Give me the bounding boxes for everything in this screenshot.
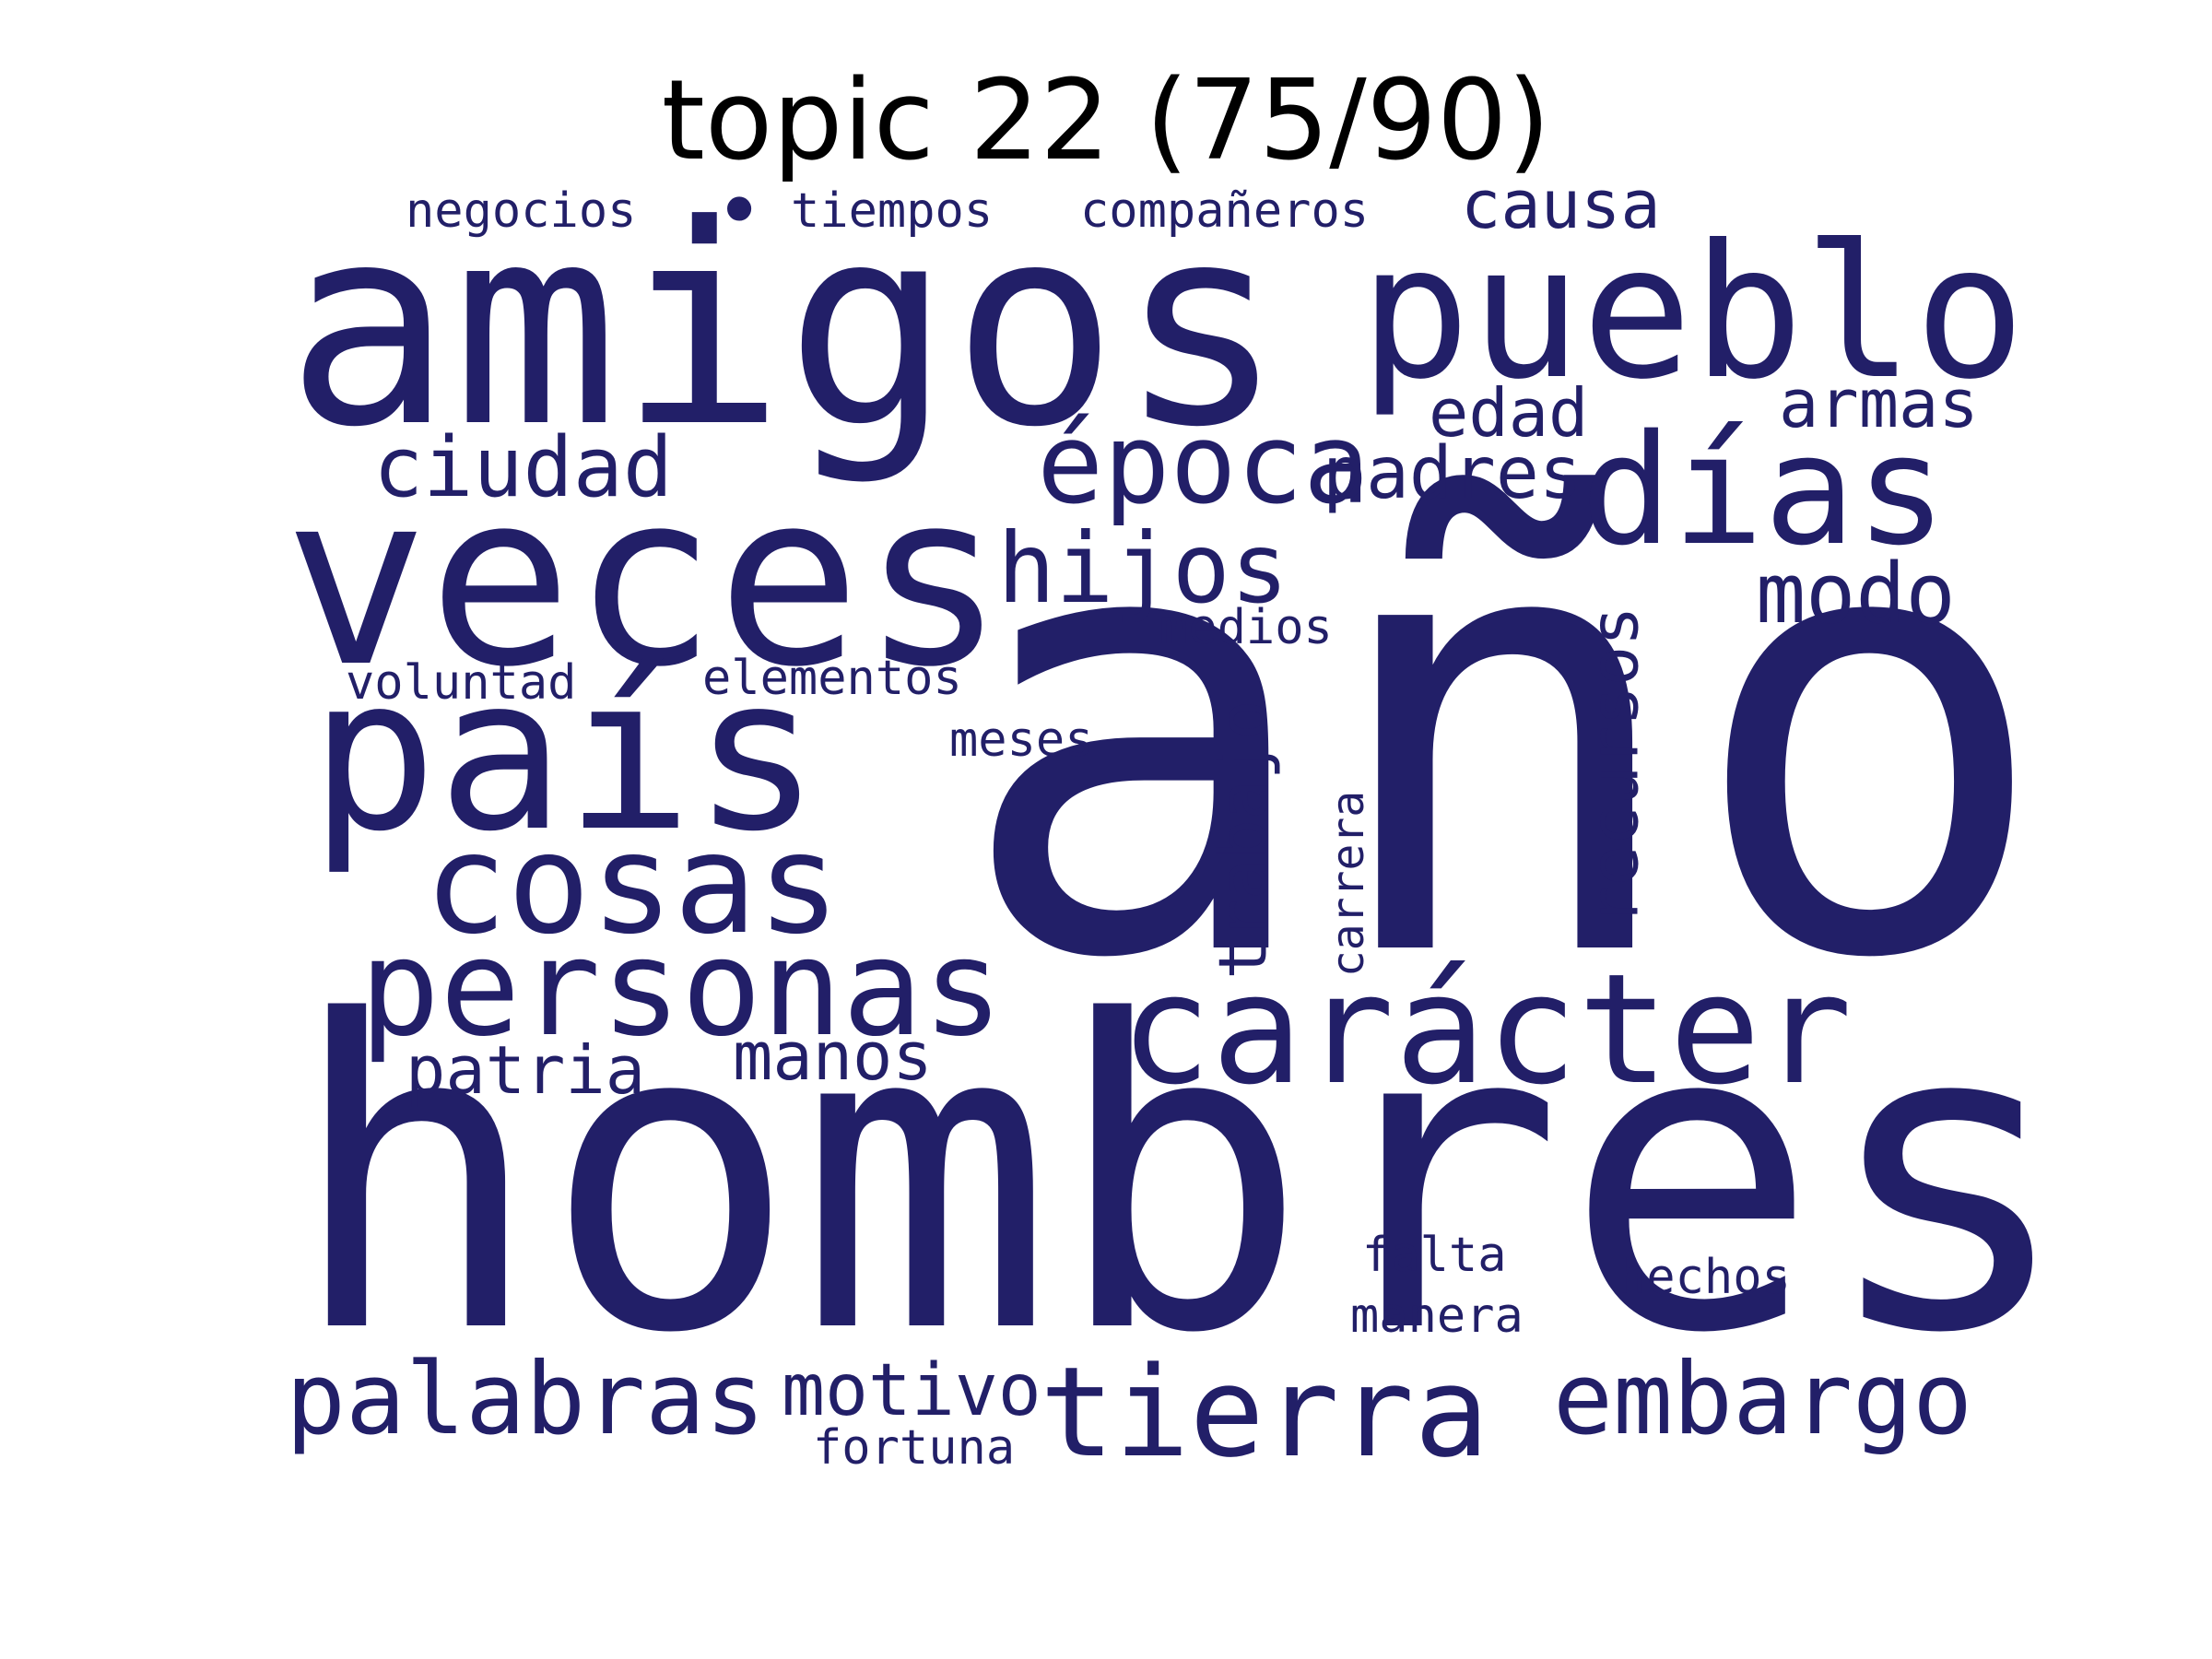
word-pueblo: pueblo bbox=[1359, 206, 2026, 420]
word-hijos: hijos bbox=[997, 512, 1289, 625]
word-negocios: negocios bbox=[406, 183, 637, 239]
word-elementos: elementos bbox=[702, 651, 962, 706]
word-pais: país bbox=[310, 632, 820, 878]
word-manera: manera bbox=[1350, 1288, 1524, 1344]
word-edad: edad bbox=[1429, 374, 1589, 452]
word-trabajo: trabajo bbox=[1204, 700, 1282, 980]
word-causa: causa bbox=[1461, 166, 1661, 243]
word-epoca: época bbox=[1037, 401, 1371, 529]
word-falta: falta bbox=[1362, 1228, 1507, 1283]
word-tierra: tierra bbox=[1040, 1340, 1489, 1485]
word-armas: armas bbox=[1779, 365, 1979, 442]
word-recursos: recursos bbox=[1575, 606, 1653, 926]
word-ano: año bbox=[954, 382, 2053, 1091]
word-veces: veces bbox=[284, 441, 1006, 720]
word-carrera: carrera bbox=[1323, 790, 1375, 978]
word-caracter: carácter bbox=[1120, 941, 1853, 1118]
word-motivo: motivo bbox=[782, 1349, 1041, 1432]
word-tiempos: tiempos bbox=[791, 183, 994, 239]
word-padres: padres bbox=[1323, 432, 1583, 515]
word-manos: manos bbox=[733, 1018, 933, 1095]
word-personas: personas bbox=[359, 911, 1004, 1066]
word-embargo: embargo bbox=[1553, 1342, 1973, 1457]
word-dot: • bbox=[714, 163, 765, 260]
word-palabras: palabras bbox=[286, 1342, 766, 1457]
word-voluntad: voluntad bbox=[346, 655, 577, 711]
word-cosas: cosas bbox=[424, 805, 841, 965]
word-amigos: amigos bbox=[286, 166, 1285, 488]
word-dias: días bbox=[1581, 402, 1947, 579]
word-medios: medios bbox=[1159, 600, 1333, 655]
word-modo: modo bbox=[1756, 546, 1956, 642]
chart-title: topic 22 (75/90) bbox=[661, 57, 1551, 185]
word-ciudad: ciudad bbox=[373, 419, 674, 516]
word-fortuna: fortuna bbox=[813, 1420, 1016, 1476]
word-patria: patria bbox=[406, 1031, 646, 1109]
word-companeros: compañeros bbox=[1080, 183, 1370, 239]
word-hechos: hechos bbox=[1618, 1250, 1791, 1305]
word-meses: meses bbox=[949, 712, 1094, 768]
word-hombres: hombres bbox=[288, 933, 2075, 1426]
